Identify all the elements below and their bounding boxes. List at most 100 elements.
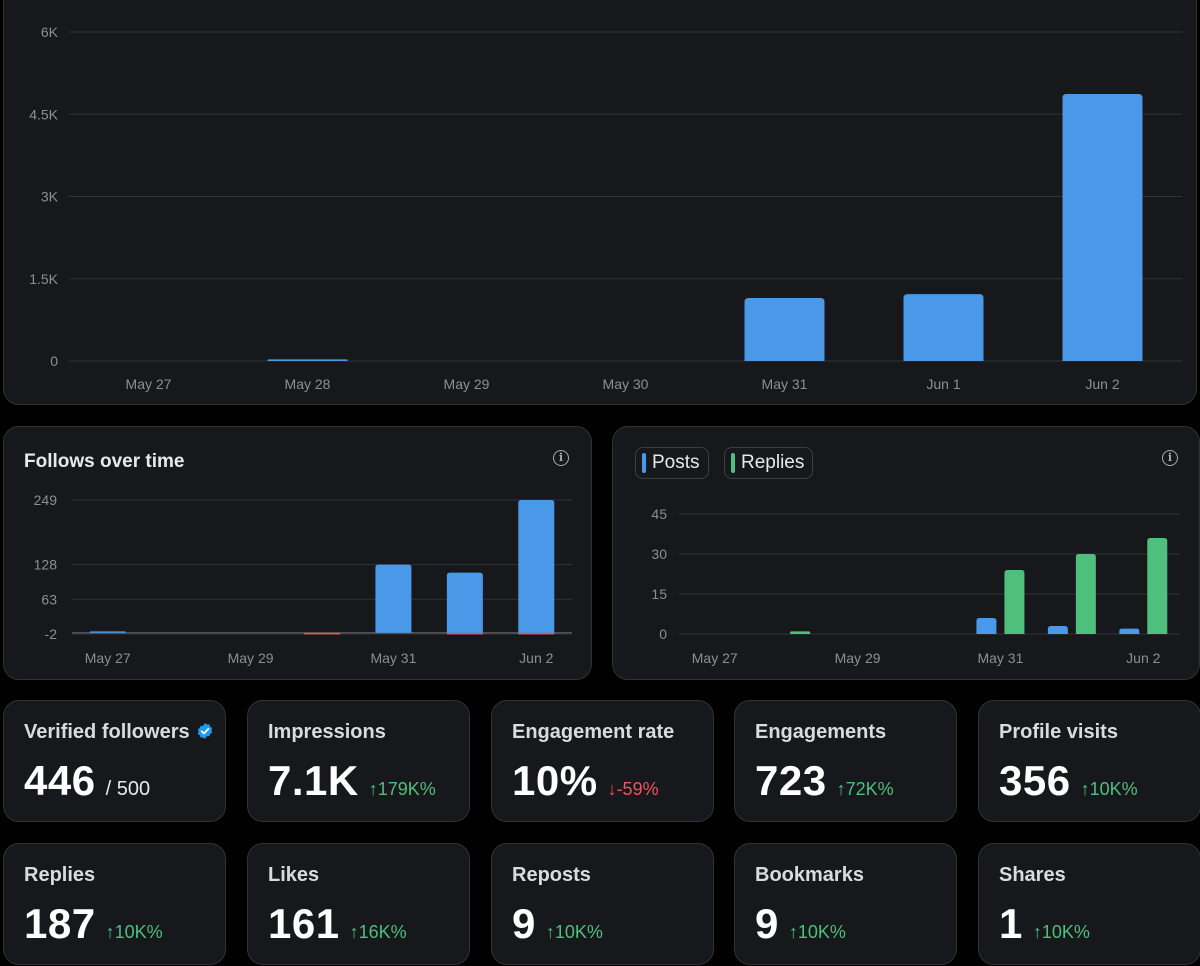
y-tick-label: 45 [651,506,667,522]
metric-label: Profile visits [999,721,1118,744]
bar-gained [89,631,126,633]
x-tick-label: Jun 2 [519,650,553,666]
metric-card-engagements[interactable]: Engagements 723 ↑72K% [734,700,957,822]
metric-label-text: Bookmarks [755,864,864,886]
arrow-up-icon: ↑ [545,922,555,942]
metric-label: Engagements [755,721,886,744]
metric-value: 187 [24,900,96,947]
metric-card-verified-followers[interactable]: Verified followers 446 / 500 [3,700,226,822]
bar-replies [790,631,811,634]
bar [744,297,825,361]
metric-change-text: 72K% [845,779,894,799]
y-tick-label: 30 [651,546,667,562]
metric-change-text: 16K% [358,922,407,942]
metric-value-row: 1 ↑10K% [999,900,1090,948]
follows-bar-chart: -2 63 128 249 May 27 May 29 May 31 Jun 2 [34,492,572,666]
metric-change: ↑179K% [369,779,436,800]
metric-change-text: 10K% [114,922,163,942]
metric-card-profile-visits[interactable]: Profile visits 356 ↑10K% [978,700,1200,822]
metric-change: ↑10K% [1081,779,1138,800]
metric-label: Verified followers [24,721,214,744]
metric-change-text: 10K% [1041,922,1090,942]
bar-gained [446,572,483,633]
x-tick-label: May 29 [444,376,490,392]
arrow-up-icon: ↑ [1080,779,1090,799]
legend-chip-replies[interactable]: Replies [724,447,814,479]
metric-card-engagement-rate[interactable]: Engagement rate 10% ↓-59% [491,700,714,822]
metric-value: 446 [24,757,96,804]
legend-swatch-replies [731,453,735,473]
metric-change: ↓-59% [608,779,659,800]
bar-posts [1119,628,1140,634]
metric-card-replies[interactable]: Replies 187 ↑10K% [3,843,226,965]
metric-label-text: Likes [268,864,320,886]
metric-change: ↑72K% [837,779,894,800]
x-tick-label: May 31 [762,376,808,392]
y-tick-label: 1.5K [29,271,58,287]
metric-label: Reposts [512,864,591,887]
metric-value: 9 [512,900,536,947]
x-tick-label: May 27 [126,376,172,392]
metric-card-reposts[interactable]: Reposts 9 ↑10K% [491,843,714,965]
follows-chart-title: Follows over time [24,451,185,472]
y-tick-label: 0 [659,626,667,642]
metric-value-row: 161 ↑16K% [268,900,407,948]
y-tick-label: -2 [45,626,58,642]
metric-value-row: 446 / 500 [24,757,150,805]
arrow-down-icon: ↓ [607,779,617,799]
metric-card-bookmarks[interactable]: Bookmarks 9 ↑10K% [734,843,957,965]
legend-label-posts: Posts [652,452,700,473]
y-tick-label: 3K [41,189,59,205]
metric-total: / 500 [105,778,151,800]
arrow-up-icon: ↑ [368,779,378,799]
metric-value-row: 356 ↑10K% [999,757,1138,805]
x-tick-label: May 27 [692,650,738,666]
metric-change-text: 179K% [377,779,436,799]
metric-change: ↑16K% [350,922,407,943]
legend-label-replies: Replies [741,452,805,473]
metric-change-text: 10K% [554,922,603,942]
metric-value-row: 7.1K ↑179K% [268,757,436,805]
metric-card-impressions[interactable]: Impressions 7.1K ↑179K% [247,700,470,822]
metric-label: Shares [999,864,1066,887]
metric-value: 356 [999,757,1071,804]
x-tick-label: May 28 [285,376,331,392]
y-tick-label: 15 [651,586,667,602]
metric-card-likes[interactable]: Likes 161 ↑16K% [247,843,470,965]
arrow-up-icon: ↑ [349,922,359,942]
metric-value: 10% [512,757,598,804]
y-tick-label: 6K [41,24,59,40]
legend-chip-posts[interactable]: Posts [635,447,709,479]
metric-label: Engagement rate [512,721,674,744]
bar-lost [518,632,555,635]
arrow-up-icon: ↑ [105,922,115,942]
metric-value: 723 [755,757,827,804]
info-icon[interactable]: i [553,450,569,466]
bar [1062,93,1143,361]
metric-label: Bookmarks [755,864,864,887]
metric-label: Replies [24,864,95,887]
metric-change: ↑10K% [789,922,846,943]
y-tick-label: 4.5K [29,106,58,122]
x-tick-label: May 27 [85,650,131,666]
x-tick-label: May 29 [228,650,274,666]
metric-change: ↑10K% [106,922,163,943]
bar-replies [1075,554,1096,634]
metric-label-text: Impressions [268,721,386,743]
x-tick-label: May 31 [370,650,416,666]
bar-replies [1004,570,1025,634]
y-tick-label: 0 [50,353,58,369]
info-icon[interactable]: i [1162,450,1178,466]
metric-value: 1 [999,900,1023,947]
bar [903,294,984,361]
bar-posts [976,618,997,634]
x-tick-label: Jun 1 [926,376,960,392]
arrow-up-icon: ↑ [836,779,846,799]
arrow-up-icon: ↑ [788,922,798,942]
y-tick-label: 63 [41,591,57,607]
metric-card-shares[interactable]: Shares 1 ↑10K% [978,843,1200,965]
metric-value-row: 10% ↓-59% [512,757,659,805]
bar [267,359,348,361]
x-tick-label: May 29 [835,650,881,666]
bar-lost [304,632,340,635]
